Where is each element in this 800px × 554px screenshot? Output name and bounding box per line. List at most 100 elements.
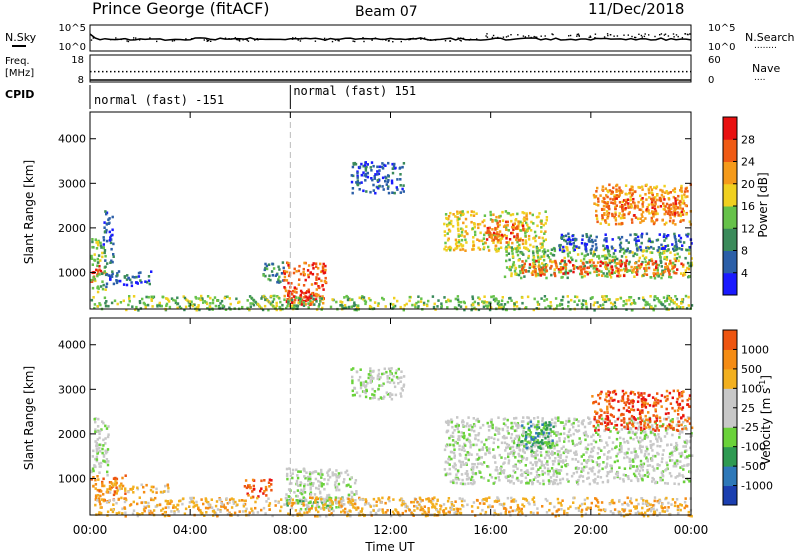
heatmap-cell: [543, 425, 546, 428]
heatmap-cell: [155, 491, 158, 494]
heatmap-cell: [625, 239, 628, 242]
nsearch-trace: [90, 33, 691, 43]
colorbar-swatch: [723, 250, 737, 274]
heatmap-cell: [586, 477, 589, 480]
heatmap-cell: [326, 504, 329, 508]
heatmap-cell: [645, 198, 648, 201]
heatmap-cell: [534, 443, 537, 447]
heatmap-cell: [533, 417, 536, 420]
heatmap-cell: [312, 470, 315, 474]
heatmap-cell: [510, 451, 514, 454]
heatmap-cell: [245, 486, 249, 490]
heatmap-cell: [509, 480, 512, 484]
heatmap-cell: [590, 247, 593, 251]
heatmap-cell: [648, 196, 651, 199]
heatmap-cell: [550, 443, 553, 446]
heatmap-cell: [472, 417, 475, 420]
heatmap-cell: [457, 235, 460, 238]
heatmap-cell: [530, 424, 533, 428]
heatmap-cell: [91, 263, 94, 266]
heatmap-cell: [518, 461, 522, 464]
heatmap-cell: [595, 203, 598, 206]
heatmap-cell: [339, 304, 342, 307]
heatmap-cell: [461, 248, 465, 251]
heatmap-cell: [516, 232, 519, 236]
heatmap-cell: [658, 464, 661, 467]
heatmap-cell: [632, 418, 635, 421]
heatmap-cell: [656, 271, 659, 275]
heatmap-cell: [91, 286, 95, 290]
heatmap-cell: [454, 441, 457, 444]
heatmap-cell: [343, 296, 346, 299]
heatmap-cell: [447, 422, 450, 425]
heatmap-cell: [639, 440, 642, 443]
heatmap-cell: [447, 247, 450, 251]
heatmap-cell: [287, 289, 290, 293]
heatmap-cell: [560, 236, 563, 240]
heatmap-cell: [653, 268, 656, 272]
heatmap-cell: [537, 273, 540, 277]
heatmap-cell: [492, 295, 495, 298]
heatmap-cell: [104, 210, 107, 213]
heatmap-cell: [105, 239, 109, 243]
heatmap-cell: [521, 457, 524, 461]
heatmap-cell: [517, 424, 520, 427]
heatmap-cell: [604, 398, 607, 402]
heatmap-cell: [618, 250, 622, 253]
heatmap-cell: [671, 396, 674, 400]
heatmap-cell: [639, 265, 643, 269]
heatmap-cell: [483, 224, 486, 228]
heatmap-cell: [158, 301, 161, 305]
heatmap-cell: [635, 436, 639, 439]
heatmap-cell: [540, 454, 543, 457]
heatmap-cell: [611, 259, 614, 262]
heatmap-cell: [96, 494, 100, 497]
heatmap-cell: [456, 295, 460, 298]
heatmap-cell: [355, 181, 358, 184]
heatmap-cell: [526, 248, 529, 251]
heatmap-cell: [663, 395, 667, 399]
heatmap-cell: [564, 464, 568, 468]
heatmap-cell: [295, 499, 298, 502]
nsearch-point: [648, 34, 650, 36]
heatmap-cell: [643, 434, 647, 438]
heatmap-cell: [108, 487, 112, 491]
nsearch-point: [492, 34, 495, 37]
heatmap-cell: [566, 478, 569, 481]
heatmap-cell: [596, 482, 599, 485]
heatmap-cell: [538, 446, 541, 450]
heatmap-cell: [115, 281, 119, 285]
heatmap-cell: [270, 270, 274, 273]
heatmap-cell: [668, 423, 671, 426]
nsearch-point: [228, 38, 230, 40]
heatmap-cell: [396, 299, 399, 303]
heatmap-cell: [136, 282, 139, 285]
heatmap-cell: [614, 255, 617, 259]
heatmap-cell: [600, 270, 603, 273]
heatmap-cell: [472, 244, 476, 247]
heatmap-cell: [469, 424, 472, 427]
heatmap-cell: [283, 298, 286, 301]
heatmap-cell: [453, 448, 456, 451]
heatmap-cell: [499, 246, 503, 249]
heatmap-cell: [498, 220, 501, 223]
heatmap-cell: [501, 210, 504, 214]
heatmap-cell: [271, 300, 274, 304]
nsearch-point: [382, 38, 384, 41]
heatmap-cell: [638, 425, 641, 428]
heatmap-cell: [682, 219, 685, 222]
heatmap-cell: [626, 425, 630, 429]
heatmap-cell: [682, 241, 686, 244]
heatmap-cell: [604, 256, 607, 259]
heatmap-cell: [303, 483, 306, 486]
heatmap-cell: [333, 483, 337, 487]
heatmap-cell: [627, 212, 630, 216]
heatmap-cell: [299, 470, 302, 473]
heatmap-cell: [675, 444, 679, 447]
heatmap-cell: [682, 209, 685, 213]
heatmap-cell: [500, 456, 503, 459]
heatmap-cell: [679, 236, 683, 240]
heatmap-cell: [98, 450, 102, 453]
heatmap-cell: [269, 294, 273, 298]
heatmap-cell: [515, 305, 519, 308]
